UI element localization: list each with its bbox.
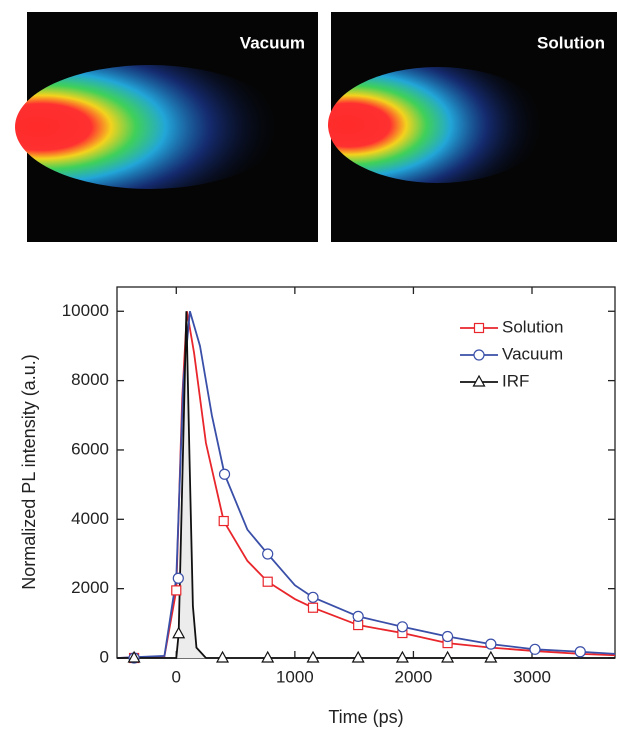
y-tick-label: 6000 xyxy=(71,439,109,458)
marker xyxy=(473,322,485,334)
legend-label: IRF xyxy=(502,371,529,390)
marker xyxy=(395,650,409,663)
x-tick-label: 3000 xyxy=(513,667,551,686)
x-tick-label: 1000 xyxy=(276,667,314,686)
marker xyxy=(441,650,455,663)
streak-image: Solution xyxy=(328,12,617,242)
marker xyxy=(396,621,409,633)
marker xyxy=(216,650,230,663)
marker xyxy=(218,468,231,480)
legend-label: Vacuum xyxy=(502,344,563,363)
x-axis-title: Time (ps) xyxy=(328,707,403,727)
marker xyxy=(473,349,485,361)
marker xyxy=(127,650,141,663)
marker xyxy=(261,650,275,663)
marker xyxy=(218,515,229,527)
y-tick-label: 4000 xyxy=(71,509,109,528)
marker xyxy=(172,572,184,584)
marker xyxy=(484,650,498,663)
x-tick-label: 2000 xyxy=(395,667,433,686)
y-axis-title: Normalized PL intensity (a.u.) xyxy=(19,354,39,589)
y-tick-label: 2000 xyxy=(71,578,109,597)
marker xyxy=(171,585,182,596)
marker xyxy=(472,374,486,387)
marker xyxy=(351,650,365,663)
marker xyxy=(529,643,541,655)
y-tick-label: 0 xyxy=(100,647,109,666)
marker xyxy=(306,650,320,663)
marker xyxy=(262,576,273,587)
marker xyxy=(485,638,497,650)
marker xyxy=(441,630,454,643)
line xyxy=(117,311,615,659)
marker xyxy=(352,610,364,622)
marker xyxy=(262,548,274,560)
x-tick-label: 0 xyxy=(172,667,181,686)
y-tick-label: 10000 xyxy=(62,301,109,320)
marker xyxy=(574,646,586,658)
panel-label: Vacuum xyxy=(240,33,305,52)
marker xyxy=(172,626,186,639)
y-tick-label: 8000 xyxy=(71,370,109,389)
marker xyxy=(307,591,319,603)
marker xyxy=(307,602,319,613)
panel-label: Solution xyxy=(537,33,605,52)
legend-label: Solution xyxy=(502,317,563,336)
streak-image: Vacuum xyxy=(15,12,318,242)
